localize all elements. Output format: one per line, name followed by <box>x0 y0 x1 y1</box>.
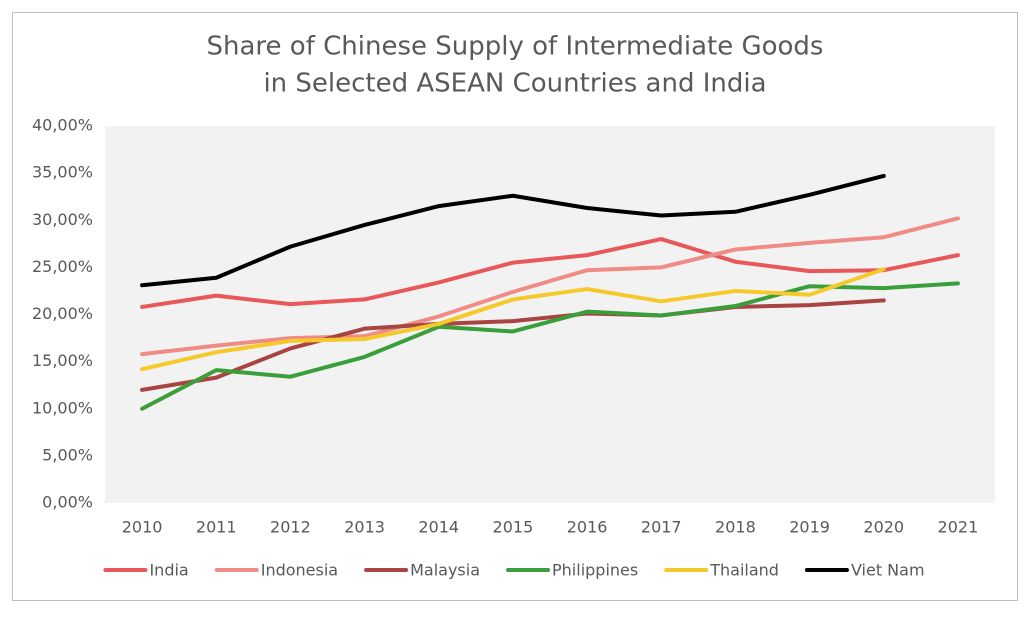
x-tick-label: 2013 <box>344 518 385 537</box>
series-line <box>140 216 960 357</box>
series-line <box>140 237 960 309</box>
y-tick-label: 20,00% <box>32 304 93 323</box>
x-tick-label: 2010 <box>122 518 163 537</box>
x-tick-label: 2021 <box>938 518 979 537</box>
x-tick-label: 2011 <box>196 518 237 537</box>
y-tick-label: 40,00% <box>32 116 93 135</box>
plot-area <box>105 126 995 503</box>
chart-title: in Selected ASEAN Countries and India <box>263 69 766 99</box>
y-tick-label: 5,00% <box>42 445 93 464</box>
y-tick-label: 25,00% <box>32 257 93 276</box>
x-tick-label: 2016 <box>567 518 608 537</box>
series-line <box>140 267 886 372</box>
legend-label: Malaysia <box>410 561 480 580</box>
legend-label: Thailand <box>709 561 779 580</box>
x-tick-label: 2017 <box>641 518 682 537</box>
x-tick-label: 2015 <box>493 518 534 537</box>
x-tick-label: 2014 <box>418 518 459 537</box>
x-tick-label: 2018 <box>715 518 756 537</box>
legend-label: Philippines <box>552 561 638 580</box>
legend-label: India <box>149 561 188 580</box>
x-tick-label: 2020 <box>863 518 904 537</box>
legend-label: Indonesia <box>261 561 338 580</box>
legend-label: Viet Nam <box>851 561 925 580</box>
series-line <box>140 298 886 392</box>
y-tick-label: 15,00% <box>32 351 93 370</box>
y-tick-label: 10,00% <box>32 398 93 417</box>
y-tick-label: 30,00% <box>32 210 93 229</box>
series-line <box>140 173 886 288</box>
series-line <box>140 281 960 411</box>
x-tick-label: 2019 <box>789 518 830 537</box>
x-tick-label: 2012 <box>270 518 311 537</box>
y-tick-label: 35,00% <box>32 163 93 182</box>
chart-title: Share of Chinese Supply of Intermediate … <box>207 32 824 62</box>
y-tick-label: 0,00% <box>42 493 93 512</box>
